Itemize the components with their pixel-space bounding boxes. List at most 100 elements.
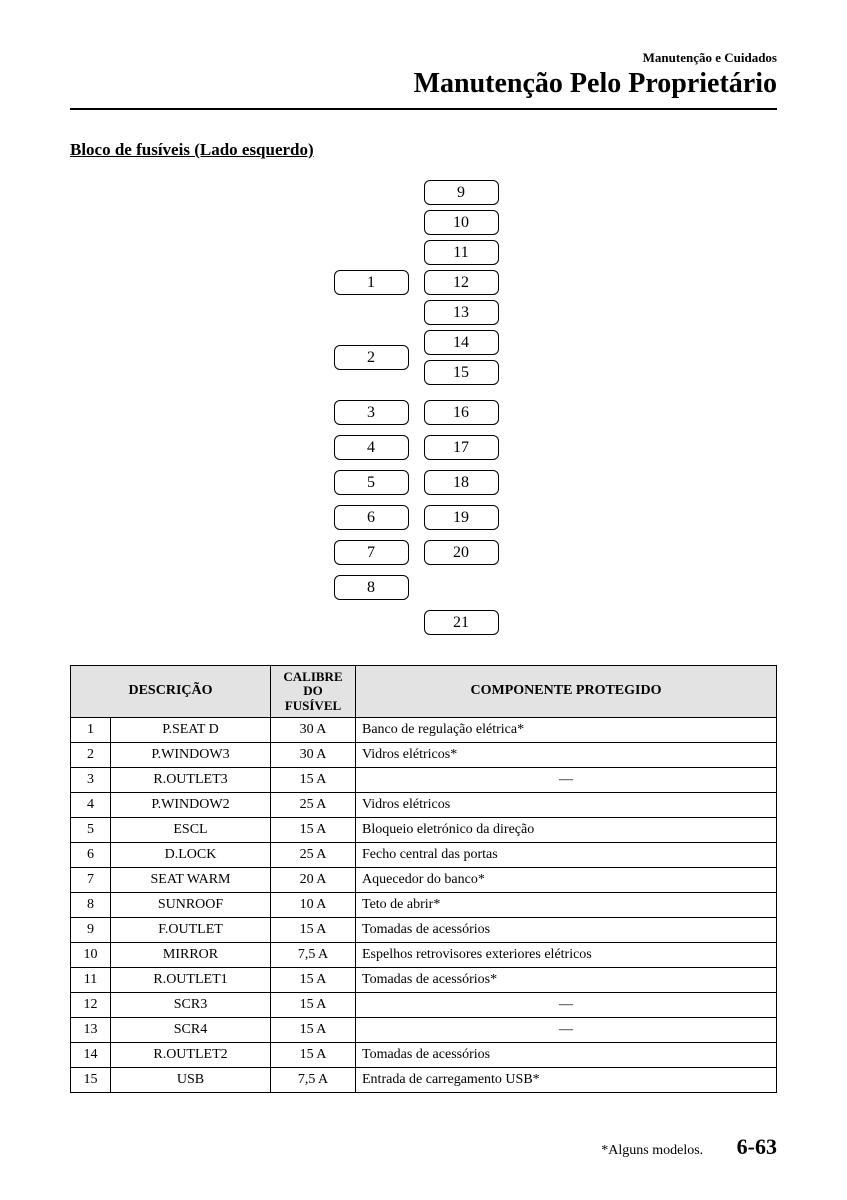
cell-component: ― <box>356 1017 777 1042</box>
footer-note: *Alguns modelos. <box>601 1143 703 1158</box>
table-row: 11R.OUTLET115 ATomadas de acessórios* <box>71 967 777 992</box>
th-calibre: CALIBRE DO FUSÍVEL <box>271 666 356 718</box>
cell-amperage: 25 A <box>271 842 356 867</box>
page-header: Manutenção e Cuidados Manutenção Pelo Pr… <box>70 50 777 110</box>
cell-description: D.LOCK <box>111 842 271 867</box>
cell-description: MIRROR <box>111 942 271 967</box>
th-calibre-line2: DO <box>303 683 323 698</box>
table-row: 10MIRROR7,5 AEspelhos retrovisores exter… <box>71 942 777 967</box>
fuse-slot: 20 <box>424 540 499 565</box>
cell-number: 3 <box>71 767 111 792</box>
cell-component: Bloqueio eletrónico da direção <box>356 817 777 842</box>
cell-description: P.SEAT D <box>111 717 271 742</box>
fuse-slot: 17 <box>424 435 499 460</box>
fuse-slot: 14 <box>424 330 499 355</box>
cell-description: ESCL <box>111 817 271 842</box>
cell-number: 4 <box>71 792 111 817</box>
cell-description: F.OUTLET <box>111 917 271 942</box>
cell-amperage: 15 A <box>271 767 356 792</box>
fuse-slot: 10 <box>424 210 499 235</box>
section-title: Bloco de fusíveis (Lado esquerdo) <box>70 140 777 160</box>
fuse-slot: 13 <box>424 300 499 325</box>
cell-description: SEAT WARM <box>111 867 271 892</box>
cell-description: SCR3 <box>111 992 271 1017</box>
cell-number: 7 <box>71 867 111 892</box>
table-row: 7SEAT WARM20 AAquecedor do banco* <box>71 867 777 892</box>
fuse-slot: 4 <box>334 435 409 460</box>
cell-component: Tomadas de acessórios <box>356 1042 777 1067</box>
cell-amperage: 15 A <box>271 1017 356 1042</box>
cell-number: 5 <box>71 817 111 842</box>
cell-description: P.WINDOW3 <box>111 742 271 767</box>
fuse-slot: 16 <box>424 400 499 425</box>
cell-component: Vidros elétricos <box>356 792 777 817</box>
table-row: 8SUNROOF10 ATeto de abrir* <box>71 892 777 917</box>
cell-component: Banco de regulação elétrica* <box>356 717 777 742</box>
cell-description: R.OUTLET1 <box>111 967 271 992</box>
cell-number: 2 <box>71 742 111 767</box>
table-row: 5ESCL15 ABloqueio eletrónico da direção <box>71 817 777 842</box>
cell-amperage: 15 A <box>271 917 356 942</box>
page-number: 6-63 <box>737 1134 777 1159</box>
table-row: 2P.WINDOW330 AVidros elétricos* <box>71 742 777 767</box>
fuse-slot: 5 <box>334 470 409 495</box>
table-row: 14R.OUTLET215 ATomadas de acessórios <box>71 1042 777 1067</box>
cell-description: R.OUTLET2 <box>111 1042 271 1067</box>
fuse-slot: 19 <box>424 505 499 530</box>
fuse-slot: 6 <box>334 505 409 530</box>
cell-amperage: 20 A <box>271 867 356 892</box>
cell-component: Teto de abrir* <box>356 892 777 917</box>
fuse-slot: 12 <box>424 270 499 295</box>
cell-number: 9 <box>71 917 111 942</box>
cell-number: 8 <box>71 892 111 917</box>
cell-amperage: 15 A <box>271 967 356 992</box>
cell-description: SUNROOF <box>111 892 271 917</box>
table-row: 9F.OUTLET15 ATomadas de acessórios <box>71 917 777 942</box>
fuse-slot: 2 <box>334 345 409 370</box>
cell-number: 11 <box>71 967 111 992</box>
cell-amperage: 25 A <box>271 792 356 817</box>
cell-amperage: 15 A <box>271 992 356 1017</box>
cell-description: R.OUTLET3 <box>111 767 271 792</box>
cell-number: 10 <box>71 942 111 967</box>
fuse-slot: 7 <box>334 540 409 565</box>
cell-number: 1 <box>71 717 111 742</box>
th-component: COMPONENTE PROTEGIDO <box>356 666 777 718</box>
cell-description: P.WINDOW2 <box>111 792 271 817</box>
table-row: 15USB7,5 AEntrada de carregamento USB* <box>71 1067 777 1092</box>
cell-component: Tomadas de acessórios <box>356 917 777 942</box>
fuse-slot: 1 <box>334 270 409 295</box>
cell-amperage: 15 A <box>271 817 356 842</box>
cell-component: ― <box>356 767 777 792</box>
fuse-slot: 15 <box>424 360 499 385</box>
table-header-row: DESCRIÇÃO CALIBRE DO FUSÍVEL COMPONENTE … <box>71 666 777 718</box>
header-chapter: Manutenção e Cuidados <box>70 50 777 66</box>
cell-component: Vidros elétricos* <box>356 742 777 767</box>
cell-component: Entrada de carregamento USB* <box>356 1067 777 1092</box>
cell-component: Espelhos retrovisores exteriores elétric… <box>356 942 777 967</box>
cell-amperage: 10 A <box>271 892 356 917</box>
table-row: 1P.SEAT D30 ABanco de regulação elétrica… <box>71 717 777 742</box>
fuse-slot: 3 <box>334 400 409 425</box>
fuse-slot: 11 <box>424 240 499 265</box>
fuse-slot: 9 <box>424 180 499 205</box>
table-row: 13SCR415 A― <box>71 1017 777 1042</box>
th-description: DESCRIÇÃO <box>71 666 271 718</box>
cell-amperage: 7,5 A <box>271 1067 356 1092</box>
cell-amperage: 15 A <box>271 1042 356 1067</box>
fuse-table: DESCRIÇÃO CALIBRE DO FUSÍVEL COMPONENTE … <box>70 665 777 1093</box>
fuse-slot: 18 <box>424 470 499 495</box>
th-calibre-line1: CALIBRE <box>283 669 342 684</box>
cell-description: SCR4 <box>111 1017 271 1042</box>
table-row: 12SCR315 A― <box>71 992 777 1017</box>
cell-amperage: 7,5 A <box>271 942 356 967</box>
cell-number: 6 <box>71 842 111 867</box>
cell-amperage: 30 A <box>271 717 356 742</box>
cell-number: 13 <box>71 1017 111 1042</box>
table-row: 4P.WINDOW225 AVidros elétricos <box>71 792 777 817</box>
cell-number: 15 <box>71 1067 111 1092</box>
header-title: Manutenção Pelo Proprietário <box>70 68 777 100</box>
th-calibre-line3: FUSÍVEL <box>285 698 341 713</box>
fuse-diagram: 910111121314215316417518619720821 <box>274 180 574 640</box>
fuse-slot: 8 <box>334 575 409 600</box>
